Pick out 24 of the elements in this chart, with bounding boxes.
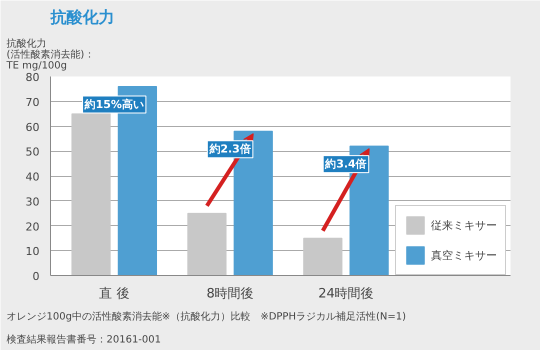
text: 検査結果報告書番号：20161-001 [6, 334, 162, 346]
y-tick-label: 40 [26, 170, 40, 184]
x-tick-label: 24時間後 [318, 286, 374, 302]
text: オレンジ100g中の活性酸素消去能※（抗酸化力）比較 ※DPPHラジカル補足活性(N=1) [6, 310, 406, 322]
y-tick-label: 20 [26, 220, 40, 234]
y-tick-label: 50 [26, 146, 40, 159]
y-tick-label: 30 [26, 195, 40, 208]
legend-label: 従来ミキサー [431, 218, 497, 232]
y-tick-label: 10 [26, 245, 40, 258]
legend-label: 真空ミキサー [431, 248, 497, 262]
annotation: 約15%高い [84, 98, 144, 111]
annotation: 約2.3倍 [208, 142, 251, 156]
chart-title: 抗酸化力 [6, 38, 46, 50]
y-tick-label: 80 [26, 71, 40, 84]
annotation: 約3.4倍 [324, 158, 367, 171]
bar [187, 212, 227, 276]
bar [303, 238, 342, 276]
text: (活性酸素消去能)： TE mg/100g [6, 50, 94, 72]
y-tick-label: 70 [26, 96, 40, 109]
x-tick-label: 8時間後 [206, 286, 254, 302]
chart-title: 抗酸化力 [50, 8, 114, 26]
y-tick-label: 0 [32, 270, 40, 283]
y-tick-label: 60 [26, 120, 40, 134]
x-tick-label: 直 後 [99, 286, 130, 302]
